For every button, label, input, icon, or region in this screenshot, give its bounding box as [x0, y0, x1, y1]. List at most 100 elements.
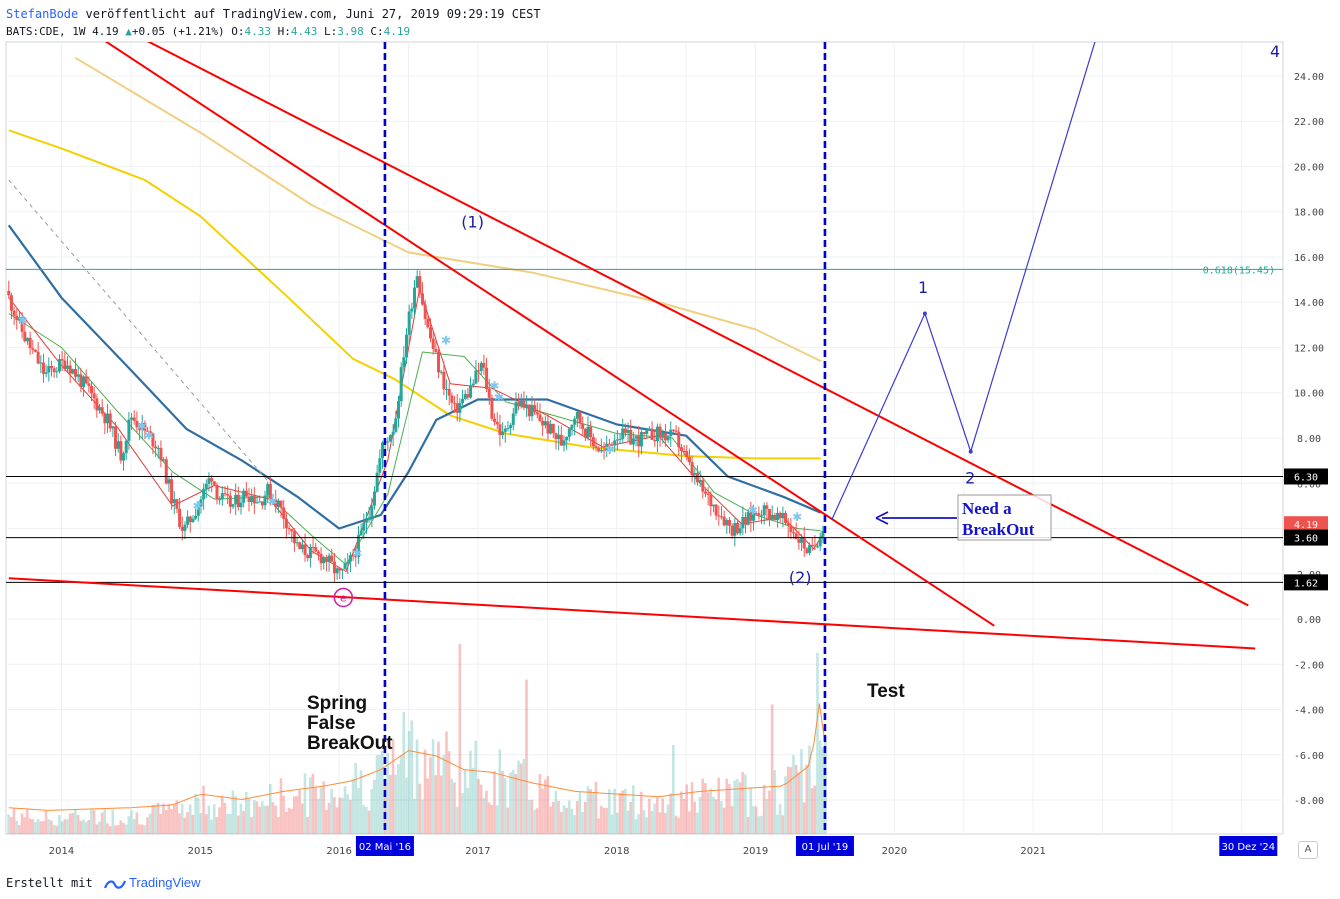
candle-body — [709, 495, 713, 507]
candle-body — [479, 362, 483, 372]
candle-body — [469, 385, 473, 398]
candle-body — [79, 374, 83, 388]
candle-body — [66, 365, 70, 370]
volume-bar — [407, 730, 411, 834]
volume-bar — [234, 795, 237, 834]
candle-body — [757, 513, 761, 516]
volume-bar — [311, 773, 315, 834]
candle-body — [90, 386, 94, 394]
candle-body — [666, 436, 670, 441]
candle-body — [773, 514, 777, 521]
candle-body — [610, 444, 614, 446]
candle-body — [63, 360, 67, 370]
candle-body — [33, 349, 37, 352]
volume-bar — [124, 824, 128, 834]
candle-body — [725, 520, 729, 526]
tradingview-logo-icon — [103, 880, 126, 889]
signal-star-icon: ✱ — [137, 420, 147, 434]
date-badge-text: 02 Mai '16 — [359, 842, 411, 853]
circle-e-label: e — [340, 592, 347, 605]
y-tick-label: 12.00 — [1294, 343, 1324, 354]
candle-body — [538, 414, 542, 421]
volume-bar — [236, 815, 240, 834]
volume-bar — [375, 755, 379, 834]
volume-bar — [453, 782, 456, 834]
volume-bar — [810, 788, 814, 834]
volume-bar — [816, 652, 819, 834]
candle-body — [180, 526, 184, 531]
signal-star-icon: ✱ — [494, 390, 504, 404]
volume-bar — [162, 803, 165, 834]
volume-bar — [271, 802, 275, 834]
candle-body — [255, 502, 259, 504]
volume-bar — [605, 807, 608, 834]
volume-bar — [781, 815, 785, 834]
volume-bar — [172, 804, 176, 834]
candle-body — [36, 351, 40, 364]
volume-bar — [431, 739, 435, 834]
volume-bar — [599, 805, 603, 834]
volume-bar — [495, 805, 499, 834]
candle-body — [578, 411, 582, 424]
candle-body — [172, 499, 176, 504]
change-value: +0.05 (+1.21%) — [131, 25, 225, 38]
candle-body — [442, 371, 446, 390]
candle-body — [429, 327, 433, 339]
candle-body — [279, 500, 283, 508]
volume-bar — [397, 764, 400, 834]
upper-resistance-trendline — [147, 42, 1249, 607]
author-link[interactable]: StefanBode — [6, 7, 79, 21]
volume-bar — [455, 806, 459, 834]
candle-body — [669, 429, 673, 437]
candle-body — [818, 536, 822, 547]
volume-bar — [244, 791, 248, 834]
volume-bar — [621, 790, 624, 834]
candle-body — [458, 403, 462, 413]
volume-bar — [578, 791, 582, 834]
candle-body — [314, 547, 318, 552]
volume-bar — [156, 802, 160, 834]
volume-bar — [589, 789, 592, 834]
volume-bar — [613, 788, 616, 834]
volume-bar — [60, 821, 64, 834]
candle-body — [551, 423, 555, 434]
candle-body — [399, 367, 403, 402]
candle-body — [28, 337, 32, 349]
candle-body — [308, 547, 312, 559]
volume-bar — [405, 777, 408, 834]
candle-body — [530, 405, 534, 417]
volume-bar — [10, 817, 13, 834]
volume-bar — [701, 778, 704, 834]
signal-star-icon: ✱ — [18, 313, 28, 327]
candle-body — [415, 276, 419, 288]
x-tick-label: 2016 — [326, 846, 351, 857]
ohlc-line: BATS:CDE, 1W 4.19 ▲+0.05 (+1.21%) O:4.33… — [6, 25, 410, 38]
volume-bar — [786, 766, 790, 834]
candle-body — [463, 394, 467, 399]
candle-body — [533, 405, 537, 413]
candle-body — [789, 526, 793, 533]
tradingview-brand[interactable]: TradingView — [128, 875, 201, 890]
candle-body — [543, 421, 547, 426]
volume-bar — [242, 810, 245, 834]
candle-body — [455, 403, 459, 413]
candle-body — [82, 376, 86, 388]
volume-bar — [52, 825, 56, 834]
candle-body — [252, 495, 256, 504]
candle-body — [413, 287, 417, 309]
candle-body — [228, 495, 232, 507]
x-tick-label: 2021 — [1020, 846, 1045, 857]
candle-body — [287, 528, 291, 530]
volume-bar — [618, 792, 622, 834]
candle-body — [503, 428, 507, 432]
candle-body — [394, 418, 398, 432]
volume-bar — [255, 801, 259, 834]
volume-bar — [418, 783, 422, 834]
volume-bar — [354, 763, 357, 834]
auto-scale-button[interactable]: A — [1298, 841, 1318, 859]
candle-body — [776, 512, 780, 521]
volume-bar — [583, 801, 587, 834]
candle-body — [786, 523, 790, 527]
open-label: O: — [231, 25, 245, 38]
